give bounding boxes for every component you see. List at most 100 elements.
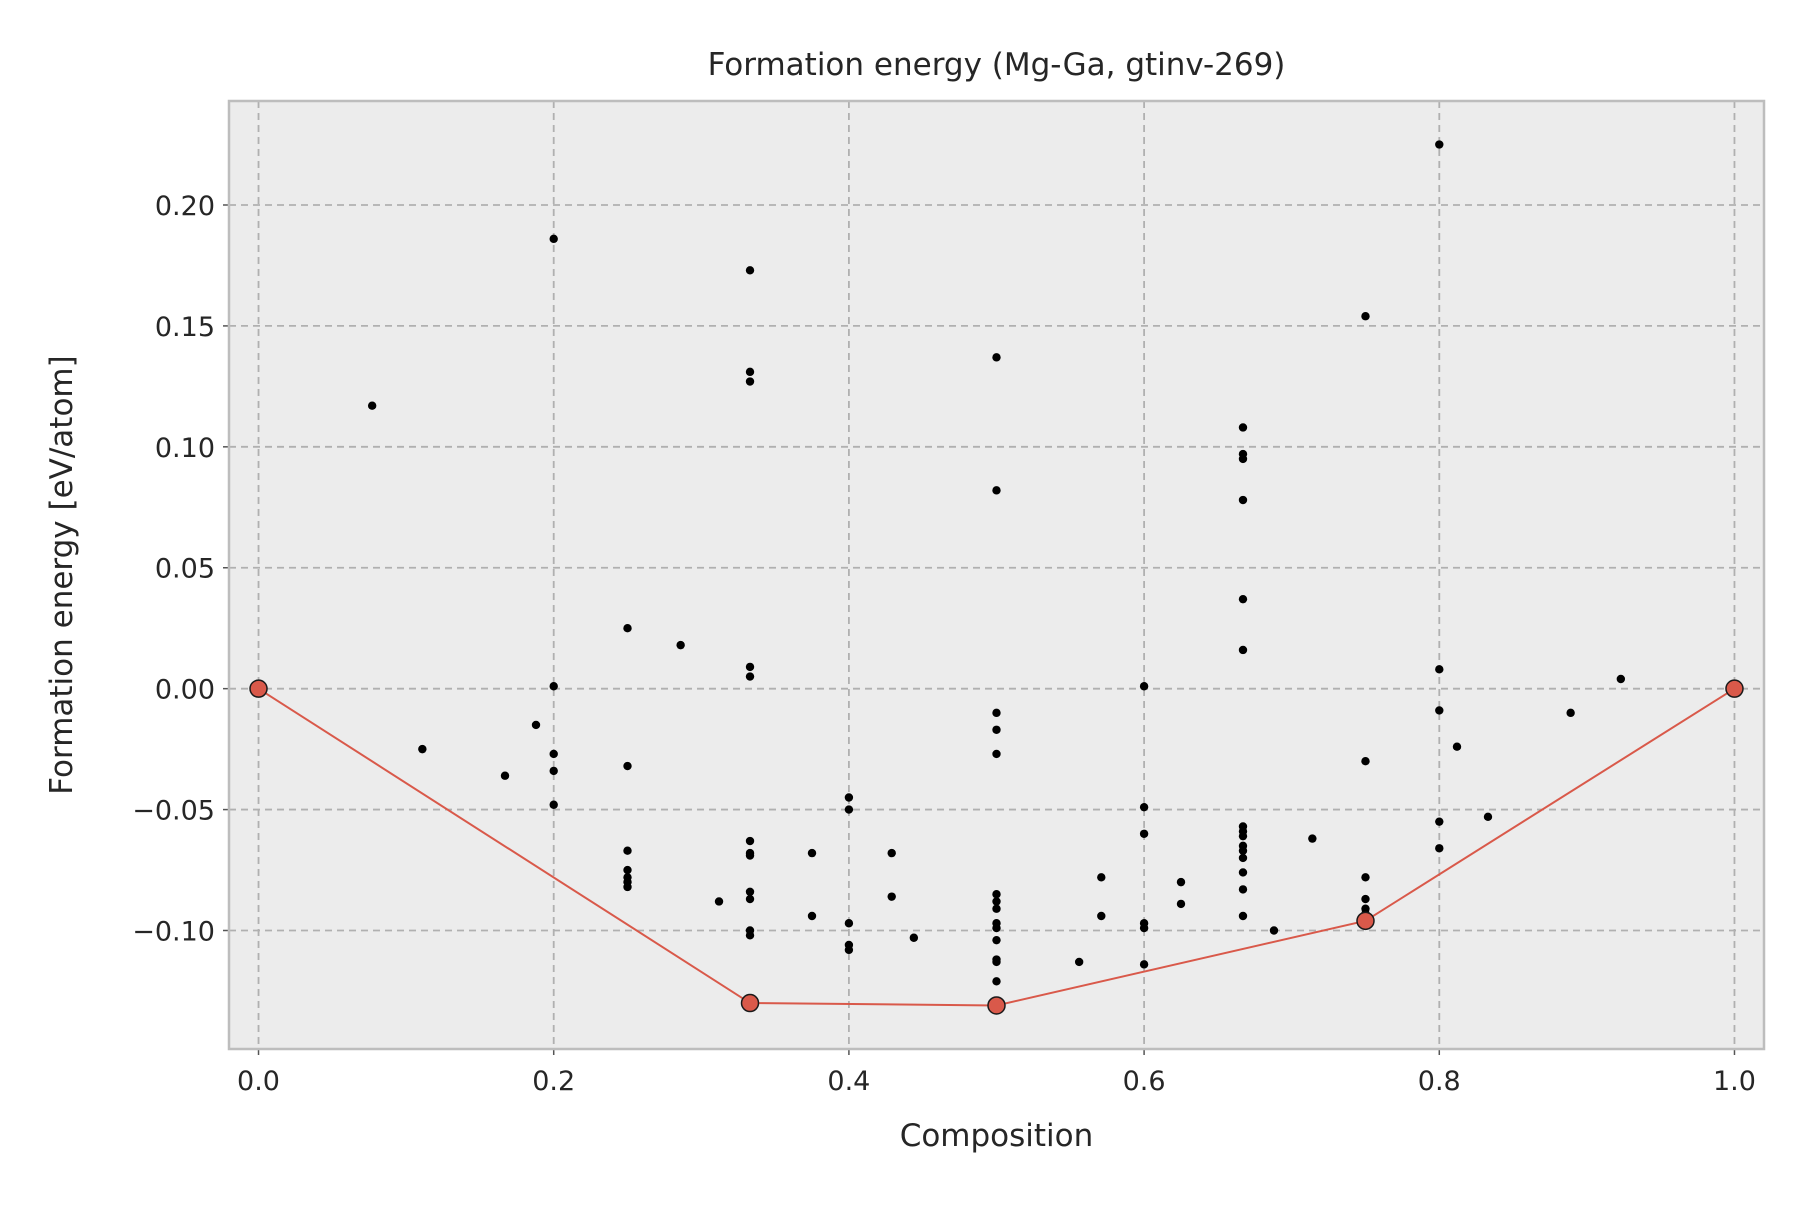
- data-point: [500, 771, 510, 780]
- data-point: [531, 720, 541, 730]
- data-point: [1176, 899, 1186, 909]
- data-point: [992, 923, 1001, 933]
- data-point: [992, 897, 1001, 906]
- x-tick-label: 1.0: [1713, 1066, 1756, 1097]
- data-point: [1238, 454, 1248, 464]
- data-point: [1435, 817, 1444, 826]
- data-point: [1361, 757, 1370, 766]
- data-point: [1435, 665, 1444, 674]
- chart-title: Formation energy (Mg-Ga, gtinv-269): [708, 47, 1286, 83]
- data-point: [1435, 844, 1444, 853]
- x-axis-label: Composition: [900, 1118, 1094, 1154]
- data-point: [745, 672, 755, 681]
- data-point: [1139, 802, 1149, 812]
- data-point: [623, 761, 632, 771]
- data-point: [1176, 877, 1186, 887]
- y-tick-label: 0.15: [155, 312, 215, 343]
- data-point: [1435, 140, 1444, 149]
- data-point: [992, 725, 1001, 734]
- grid-lines: [229, 101, 1764, 1049]
- y-axis-label: Formation energy [eV/atom]: [44, 355, 80, 794]
- data-point: [992, 977, 1001, 986]
- plot-frame: [227, 99, 1766, 1051]
- data-point: [745, 836, 755, 846]
- data-point: [1238, 423, 1248, 432]
- data-point: [992, 890, 1001, 899]
- data-point: [887, 892, 896, 901]
- data-point: [1097, 873, 1106, 882]
- data-point: [1139, 960, 1149, 969]
- data-point: [623, 865, 632, 875]
- hull-point: [740, 993, 760, 1013]
- data-point: [992, 353, 1001, 362]
- data-point: [1238, 846, 1248, 855]
- data-point: [549, 800, 558, 809]
- axis-ticks: 0.0 0.2 0.4 0.6 0.8 1.0 0.20 0.15 0.10 0.05 0.00 −0…: [132, 191, 1756, 1097]
- data-point: [745, 377, 755, 386]
- data-point: [1566, 708, 1575, 718]
- data-point: [1238, 911, 1248, 921]
- data-point: [418, 744, 427, 754]
- convex-hull: [249, 679, 1744, 1015]
- data-point: [623, 882, 632, 892]
- data-point: [714, 897, 724, 906]
- y-tick-label: 0.20: [155, 191, 215, 222]
- data-point: [807, 911, 817, 921]
- data-point: [992, 749, 1001, 759]
- data-point: [1238, 885, 1248, 894]
- data-point: [1238, 495, 1248, 505]
- data-point: [992, 957, 1001, 967]
- data-point: [1238, 594, 1248, 604]
- x-tick-label: 0.0: [237, 1066, 280, 1097]
- y-tick-label: −0.05: [132, 796, 215, 827]
- data-point: [1308, 834, 1317, 843]
- data-point: [1435, 706, 1444, 715]
- data-point: [745, 266, 755, 275]
- y-tick-label: −0.10: [132, 917, 215, 948]
- hull-point: [1725, 679, 1744, 698]
- x-tick-label: 0.8: [1418, 1066, 1461, 1097]
- data-point: [745, 894, 755, 904]
- data-point: [549, 766, 558, 776]
- data-point: [1616, 674, 1626, 684]
- data-point: [807, 848, 817, 858]
- hull-point: [249, 679, 268, 698]
- data-point: [1139, 829, 1149, 838]
- data-point: [1361, 894, 1370, 904]
- data-point: [549, 749, 558, 759]
- hull-point: [987, 996, 1006, 1015]
- hull-point: [1356, 911, 1375, 931]
- data-point: [745, 367, 755, 377]
- data-point: [549, 234, 558, 244]
- x-tick-label: 0.4: [827, 1066, 870, 1097]
- data-point: [1452, 742, 1462, 751]
- data-point: [1139, 923, 1149, 933]
- data-point: [549, 682, 558, 691]
- data-point: [367, 401, 377, 410]
- data-point: [1139, 682, 1149, 691]
- data-point: [1238, 831, 1248, 841]
- data-point: [745, 887, 755, 897]
- data-point: [1361, 312, 1370, 321]
- data-point: [992, 486, 1001, 495]
- data-point: [1269, 926, 1279, 935]
- data-points: [367, 140, 1626, 986]
- x-tick-label: 0.6: [1123, 1066, 1166, 1097]
- data-point: [745, 662, 755, 672]
- x-tick-label: 0.2: [532, 1066, 575, 1097]
- data-point: [992, 904, 1001, 913]
- data-point: [992, 935, 1001, 945]
- data-point: [1097, 911, 1106, 921]
- data-point: [844, 805, 854, 814]
- data-point: [1361, 873, 1370, 882]
- data-point: [1483, 812, 1493, 822]
- data-point: [1238, 868, 1248, 877]
- data-point: [909, 933, 919, 942]
- y-tick-label: 0.00: [155, 675, 215, 706]
- data-point: [676, 640, 685, 650]
- data-point: [1238, 853, 1248, 863]
- data-point: [1074, 957, 1084, 967]
- data-point: [745, 931, 755, 940]
